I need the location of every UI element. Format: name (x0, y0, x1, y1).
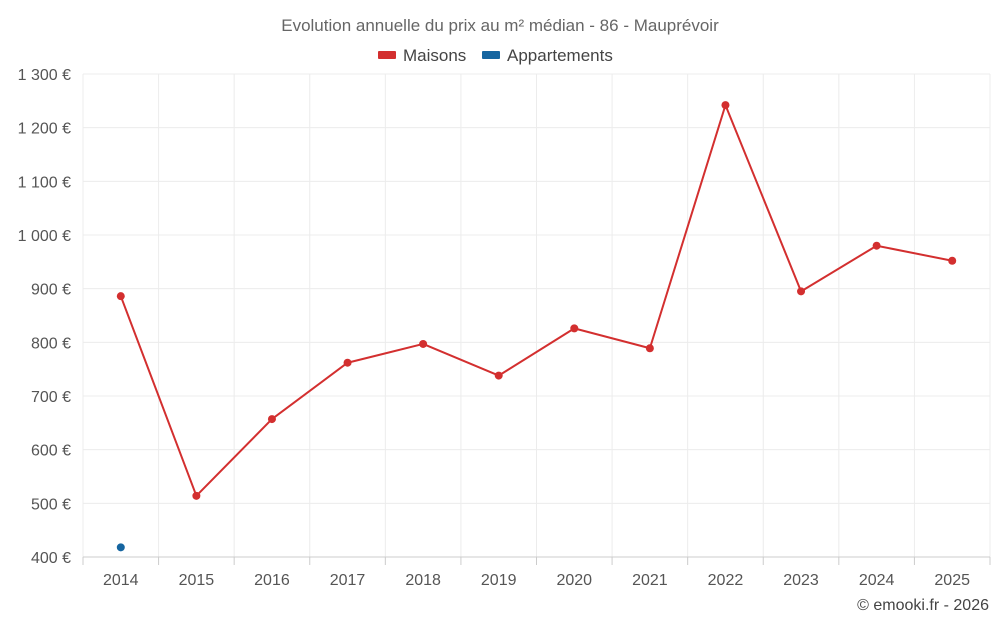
y-tick-label: 400 € (31, 550, 71, 567)
data-point-maisons[interactable] (494, 371, 503, 380)
y-tick-label: 1 200 € (18, 121, 71, 138)
series-line-maisons (119, 104, 953, 497)
x-tick-label: 2017 (330, 572, 366, 589)
x-tick-label: 2021 (632, 572, 668, 589)
x-tick-label: 2023 (783, 572, 819, 589)
axes: 400 € 500 € 600 € 700 € 800 € 900 € 1 000 € 1 1… (18, 67, 991, 589)
legend-label-maisons: Maisons (403, 46, 466, 65)
legend: Maisons Appartements (378, 46, 613, 65)
y-tick-label: 500 € (31, 496, 71, 513)
y-tick-label: 600 € (31, 443, 71, 460)
grid (82, 73, 991, 557)
y-tick-label: 1 300 € (18, 67, 71, 84)
x-tick-label: 2016 (254, 572, 290, 589)
data-point-maisons[interactable] (343, 358, 352, 367)
x-tick-label: 2014 (103, 572, 139, 589)
data-point-maisons[interactable] (721, 101, 730, 110)
data-point-maisons[interactable] (419, 339, 428, 348)
chart-title: Evolution annuelle du prix au m² médian … (281, 16, 719, 35)
x-tick-label: 2015 (179, 572, 215, 589)
x-tick-label: 2019 (481, 572, 517, 589)
x-tick-label: 2020 (556, 572, 592, 589)
data-point-maisons[interactable] (116, 292, 125, 301)
y-tick-label: 800 € (31, 335, 71, 352)
legend-swatch-appartements (482, 51, 500, 59)
data-point-maisons[interactable] (797, 287, 806, 296)
data-point-maisons[interactable] (872, 241, 881, 250)
data-point-maisons[interactable] (570, 324, 579, 333)
data-point-maisons[interactable] (192, 491, 201, 500)
legend-swatch-maisons (378, 51, 396, 59)
copyright-credit: © emooki.fr - 2026 (857, 597, 989, 614)
y-tick-label: 1 100 € (18, 174, 71, 191)
x-tick-label: 2024 (859, 572, 895, 589)
y-tick-label: 1 000 € (18, 228, 71, 245)
legend-item-maisons[interactable]: Maisons (378, 46, 466, 65)
data-point-appartements[interactable] (116, 543, 125, 552)
x-tick-label: 2018 (405, 572, 441, 589)
y-tick-label: 700 € (31, 389, 71, 406)
data-point-maisons[interactable] (948, 256, 957, 265)
x-tick-label: 2022 (708, 572, 744, 589)
legend-label-appartements: Appartements (507, 46, 613, 65)
data-point-maisons[interactable] (267, 415, 276, 424)
series (116, 101, 957, 552)
y-tick-label: 900 € (31, 282, 71, 299)
x-tick-label: 2025 (934, 572, 970, 589)
data-point-maisons[interactable] (645, 344, 654, 353)
legend-item-appartements[interactable]: Appartements (482, 46, 613, 65)
